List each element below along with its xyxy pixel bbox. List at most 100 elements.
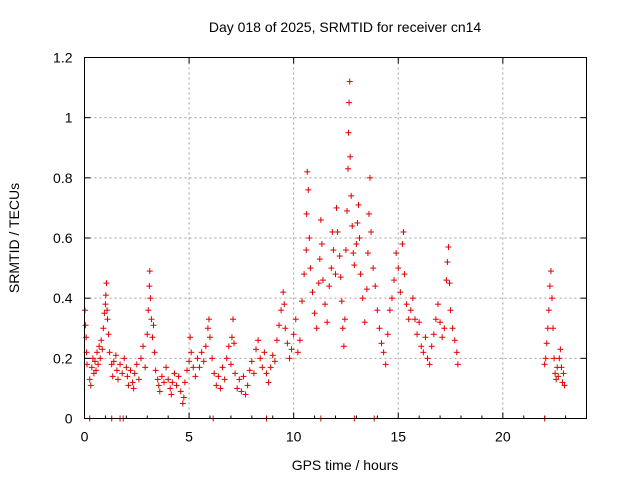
data-point — [420, 349, 427, 356]
x-axis-title: GPS time / hours — [292, 457, 399, 473]
data-point — [234, 385, 241, 392]
data-point — [326, 283, 333, 290]
data-point — [248, 358, 255, 365]
data-point — [288, 346, 295, 353]
data-point — [296, 337, 303, 344]
data-point — [378, 340, 385, 347]
data-point — [299, 298, 306, 305]
data-point — [426, 361, 433, 368]
data-point — [350, 250, 357, 257]
data-point — [376, 325, 383, 332]
data-point — [102, 292, 109, 299]
data-point — [94, 349, 101, 356]
data-point — [282, 325, 289, 332]
data-point — [428, 343, 435, 350]
data-point — [334, 228, 341, 235]
data-point — [550, 325, 557, 332]
data-point — [205, 316, 212, 323]
data-point — [395, 265, 402, 272]
data-point — [167, 385, 174, 392]
data-point — [432, 316, 439, 323]
data-point — [113, 367, 120, 374]
data-point — [349, 222, 356, 229]
y-tick-label: 0.2 — [53, 350, 73, 366]
data-point — [87, 382, 94, 389]
data-point — [127, 367, 134, 374]
data-point — [278, 307, 285, 314]
data-point — [388, 295, 395, 302]
data-point — [328, 265, 335, 272]
data-point — [156, 388, 163, 395]
x-tick-label: 15 — [390, 429, 406, 445]
data-point — [96, 343, 103, 350]
data-point — [454, 361, 461, 368]
data-point — [548, 295, 555, 302]
data-point — [313, 325, 320, 332]
data-point — [449, 325, 456, 332]
data-point — [437, 319, 444, 326]
data-point — [232, 370, 239, 377]
y-tick-label: 0 — [65, 411, 73, 427]
data-point — [315, 280, 322, 287]
data-point — [354, 219, 361, 226]
data-point — [140, 343, 147, 350]
data-point — [430, 331, 437, 338]
data-point — [119, 370, 126, 377]
y-tick-label: 0.6 — [53, 230, 73, 246]
data-point — [280, 289, 287, 296]
data-point — [368, 228, 375, 235]
data-point — [329, 228, 336, 235]
data-point — [100, 325, 107, 332]
data-point — [173, 382, 180, 389]
data-point — [186, 358, 193, 365]
data-point — [231, 340, 238, 347]
data-point — [95, 361, 102, 368]
data-point — [144, 331, 151, 338]
data-point — [188, 349, 195, 356]
data-point — [171, 370, 178, 377]
data-point — [301, 271, 308, 278]
data-point — [89, 355, 96, 362]
data-point — [130, 385, 137, 392]
data-point — [551, 355, 558, 362]
data-point — [365, 210, 372, 217]
data-point — [108, 361, 115, 368]
data-point — [255, 337, 262, 344]
data-point — [447, 307, 454, 314]
data-point — [263, 370, 270, 377]
data-point — [223, 355, 230, 362]
data-point — [225, 343, 232, 350]
plot-frame — [84, 57, 587, 419]
data-point — [309, 289, 316, 296]
data-point — [211, 370, 218, 377]
data-point — [342, 247, 349, 254]
data-point — [90, 370, 97, 377]
data-point — [165, 376, 172, 383]
data-point — [444, 259, 451, 266]
data-point — [204, 325, 211, 332]
data-point — [353, 241, 360, 248]
data-point — [149, 334, 156, 341]
data-point — [105, 331, 112, 338]
data-point — [242, 391, 249, 398]
data-point — [215, 373, 222, 380]
data-point — [400, 228, 407, 235]
data-point — [422, 334, 429, 341]
data-point — [336, 253, 343, 260]
data-point — [104, 316, 111, 323]
data-point — [418, 343, 425, 350]
data-point — [399, 241, 406, 248]
data-point — [106, 349, 113, 356]
data-point — [409, 295, 416, 302]
data-point — [213, 382, 220, 389]
data-point — [294, 349, 301, 356]
data-point — [347, 153, 354, 160]
data-point — [86, 376, 93, 383]
data-point — [103, 280, 110, 287]
data-point — [219, 364, 226, 371]
data-point — [391, 277, 398, 284]
data-point — [306, 235, 313, 241]
data-point — [384, 331, 391, 338]
data-point — [175, 373, 182, 380]
data-point — [200, 358, 207, 365]
